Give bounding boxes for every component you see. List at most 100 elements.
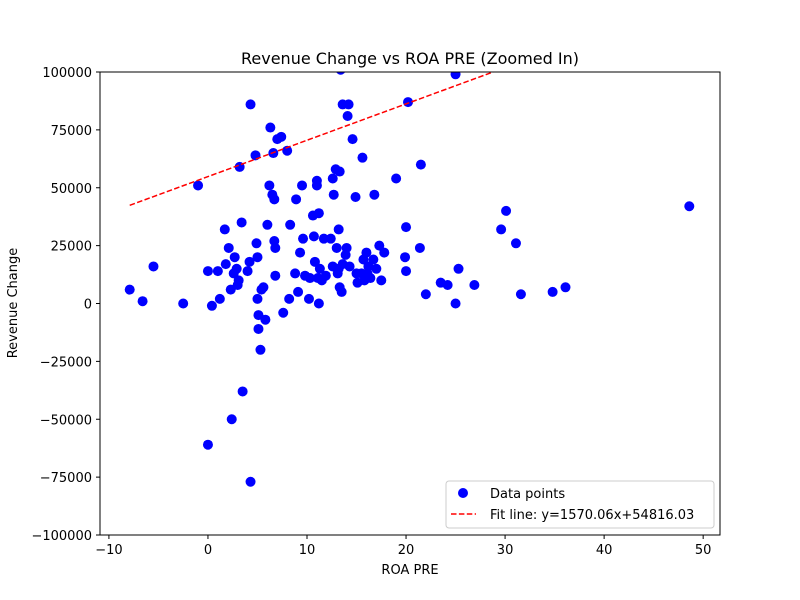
data-point bbox=[371, 263, 382, 274]
data-point bbox=[284, 293, 295, 304]
data-point bbox=[304, 273, 315, 284]
data-point bbox=[220, 259, 231, 270]
data-point bbox=[242, 266, 253, 277]
y-axis-ticks: −100000 −75000 −50000 −25000 0 25000 50000 7500… bbox=[31, 66, 100, 544]
data-point bbox=[342, 110, 353, 121]
data-point bbox=[501, 205, 512, 216]
data-point bbox=[202, 439, 213, 450]
data-point bbox=[318, 233, 329, 244]
data-point bbox=[469, 279, 480, 290]
data-point bbox=[231, 263, 242, 274]
data-point bbox=[515, 289, 526, 300]
data-point bbox=[137, 296, 148, 307]
data-point bbox=[369, 189, 380, 200]
x-tick-label: 30 bbox=[497, 543, 514, 558]
data-point bbox=[350, 192, 361, 203]
y-tick-label: 25000 bbox=[51, 240, 92, 255]
data-point bbox=[401, 222, 412, 233]
y-tick-label: 100000 bbox=[42, 66, 92, 81]
data-point bbox=[236, 217, 247, 228]
data-point bbox=[269, 194, 280, 205]
data-point bbox=[148, 261, 159, 272]
y-tick-label: 0 bbox=[84, 298, 92, 313]
data-point bbox=[270, 270, 281, 281]
data-point bbox=[285, 219, 296, 230]
data-point bbox=[496, 224, 507, 235]
plot-area bbox=[99, 71, 721, 536]
data-point bbox=[327, 173, 338, 184]
data-point bbox=[193, 180, 204, 191]
data-point bbox=[357, 152, 368, 163]
data-point bbox=[368, 254, 379, 265]
data-point bbox=[253, 323, 264, 334]
data-point bbox=[255, 344, 266, 355]
data-point bbox=[331, 242, 342, 253]
data-point bbox=[206, 300, 217, 311]
data-point bbox=[325, 233, 336, 244]
data-point bbox=[245, 476, 256, 487]
data-point bbox=[252, 293, 263, 304]
data-point bbox=[290, 268, 301, 279]
data-point bbox=[336, 72, 346, 75]
data-point bbox=[295, 247, 306, 258]
data-point bbox=[314, 263, 325, 274]
data-point bbox=[363, 261, 374, 272]
y-tick-label: 50000 bbox=[51, 182, 92, 197]
data-point bbox=[258, 282, 269, 293]
data-point bbox=[251, 238, 262, 249]
data-point bbox=[178, 298, 189, 309]
data-point bbox=[278, 307, 289, 318]
data-point bbox=[313, 298, 324, 309]
data-point bbox=[262, 219, 273, 230]
data-point bbox=[223, 242, 234, 253]
data-point bbox=[376, 275, 387, 286]
data-point bbox=[264, 180, 275, 191]
data-point bbox=[401, 266, 412, 277]
data-point bbox=[124, 284, 135, 295]
data-point bbox=[229, 252, 240, 263]
data-point bbox=[374, 240, 385, 251]
data-point bbox=[400, 252, 411, 263]
data-point bbox=[341, 242, 352, 253]
data-point bbox=[244, 256, 255, 267]
data-point bbox=[309, 256, 320, 267]
x-tick-label: −10 bbox=[95, 543, 122, 558]
data-points-layer bbox=[124, 72, 695, 487]
data-point bbox=[226, 414, 237, 425]
legend: Data points Fit line: y=1570.06x+54816.0… bbox=[445, 480, 715, 529]
data-point bbox=[219, 224, 230, 235]
data-point bbox=[379, 247, 390, 258]
data-point bbox=[250, 150, 261, 161]
data-point bbox=[282, 145, 293, 156]
data-point bbox=[245, 99, 256, 110]
fit-line-layer bbox=[129, 72, 496, 207]
data-point bbox=[313, 208, 324, 219]
data-point bbox=[298, 233, 309, 244]
data-point bbox=[347, 134, 358, 145]
data-point bbox=[333, 224, 344, 235]
data-point bbox=[450, 298, 461, 309]
data-point bbox=[403, 97, 414, 108]
data-point bbox=[560, 282, 571, 293]
data-point bbox=[415, 159, 426, 170]
y-axis-label: Revenue Change bbox=[6, 248, 21, 359]
data-point bbox=[237, 386, 248, 397]
x-axis-ticks: −10 0 10 20 30 40 50 bbox=[95, 535, 711, 558]
data-point bbox=[343, 99, 354, 110]
y-tick-label: −50000 bbox=[40, 413, 92, 428]
data-point bbox=[365, 273, 376, 284]
data-point bbox=[308, 231, 319, 242]
plot-frame bbox=[99, 71, 721, 536]
data-point bbox=[291, 194, 302, 205]
x-tick-label: 20 bbox=[398, 543, 415, 558]
y-tick-label: −25000 bbox=[40, 355, 92, 370]
x-axis-label: ROA PRE bbox=[381, 563, 438, 578]
legend-marker-data-points bbox=[458, 488, 468, 498]
legend-label-data-points: Data points bbox=[490, 487, 565, 502]
data-point bbox=[276, 131, 287, 142]
data-point bbox=[336, 286, 347, 297]
data-point bbox=[202, 266, 213, 277]
x-tick-label: 50 bbox=[695, 543, 712, 558]
data-point bbox=[450, 72, 461, 80]
